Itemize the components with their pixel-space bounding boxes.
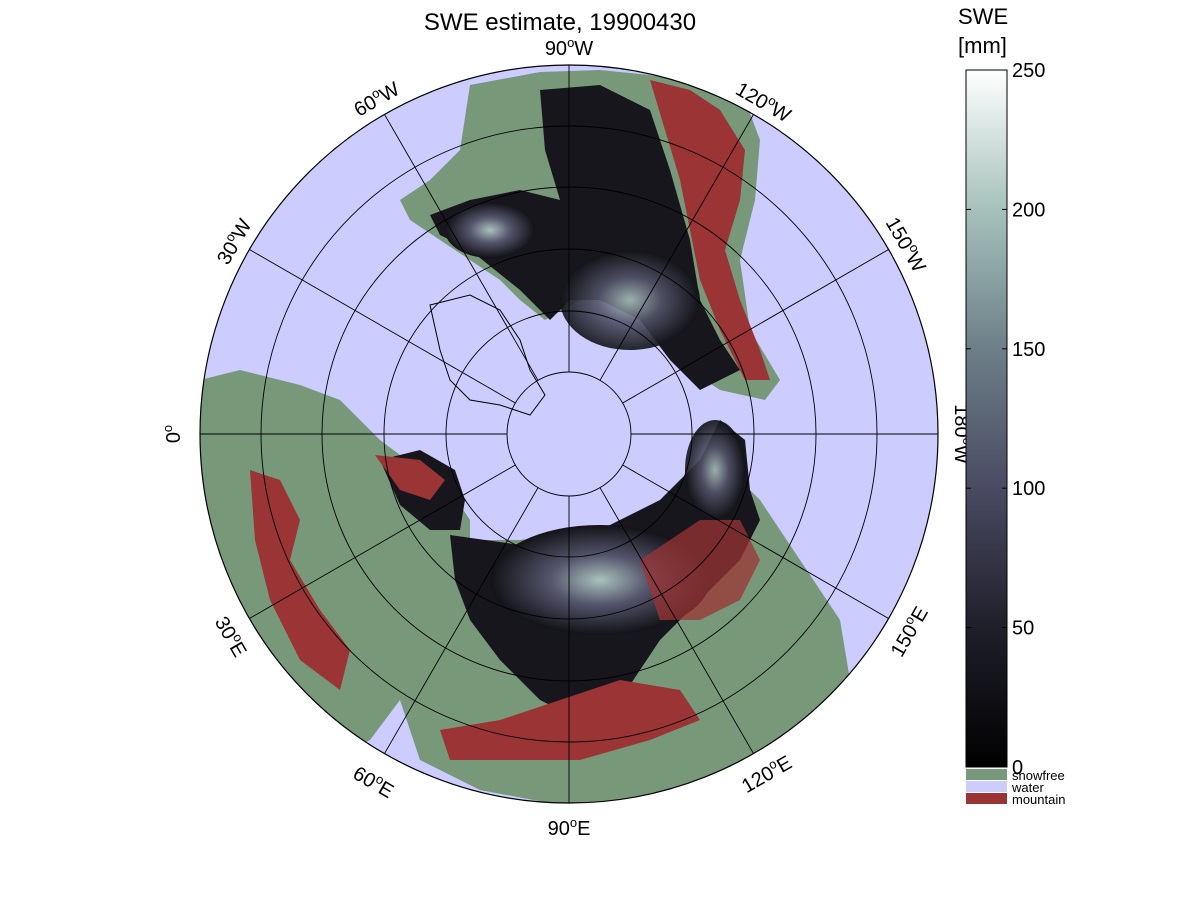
colorbar-gradient (965, 69, 1008, 768)
category-swatch-mountain (966, 793, 1007, 804)
meridian-line (384, 114, 539, 381)
meridian-line (599, 487, 754, 754)
colorbar-tick-label: 150 (1012, 339, 1045, 361)
meridian-line (622, 249, 889, 404)
meridian-lines (200, 65, 938, 803)
colorbar-categories: snowfree water mountain (966, 768, 1065, 807)
rocky-mountains (650, 80, 770, 380)
asia-mountains (640, 520, 760, 620)
category-swatch-snowfree (966, 769, 1007, 780)
lon-label-90e: 90oE (548, 815, 591, 840)
lon-label-30e: 30oE (210, 611, 253, 661)
colorbar-tick-label: 100 (1012, 478, 1045, 500)
north-america-deep-snow (560, 250, 700, 350)
meridian-line (249, 464, 516, 619)
lon-label-60e: 60oE (349, 760, 399, 803)
colorbar-title: SWE (958, 4, 1008, 29)
colorbar-tick-label: 250 (1012, 60, 1045, 82)
lon-label-90w: 90oW (545, 35, 593, 60)
colorbar-ticks: 250 200 150 100 50 0 (966, 60, 1045, 779)
colorbar: SWE [mm] 250 200 150 100 50 0 snowfree water … (958, 4, 1065, 807)
meridian-line (249, 249, 516, 404)
category-swatch-water (966, 781, 1007, 792)
asia-mountains (440, 680, 700, 760)
colorbar-unit: [mm] (958, 33, 1007, 58)
category-label-mountain: mountain (1012, 792, 1065, 807)
polar-map (200, 65, 938, 803)
colorbar-tick-label: 0 (1012, 757, 1023, 779)
category-label-water: water (1011, 780, 1044, 795)
greenland-outline (429, 294, 546, 416)
meridian-line (599, 114, 754, 381)
lon-label-0: 0o (160, 425, 185, 443)
meridian-line (622, 464, 889, 619)
colorbar-tick-label: 200 (1012, 199, 1045, 221)
map-title: SWE estimate, 19900430 (424, 9, 696, 36)
scandinavia-mountains (375, 455, 445, 500)
colorbar-tick-label: 50 (1012, 618, 1034, 640)
siberia-deep-snow (685, 420, 745, 520)
category-label-snowfree: snowfree (1012, 768, 1065, 783)
north-america-deep-snow (445, 202, 535, 258)
meridian-line (384, 487, 539, 754)
